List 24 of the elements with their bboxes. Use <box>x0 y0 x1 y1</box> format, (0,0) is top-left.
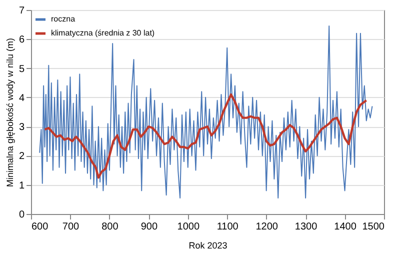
legend-label: roczna <box>51 14 76 24</box>
y-tick-label: 2 <box>18 151 25 162</box>
x-tick-label: 600 <box>32 222 49 232</box>
x-tick-label: 1500 <box>362 222 385 232</box>
y-tick-label: 7 <box>18 6 25 16</box>
y-tick-label: 3 <box>18 122 25 134</box>
x-tick-label: 1300 <box>294 222 318 232</box>
x-tick-label: 1000 <box>177 222 200 232</box>
y-tick-label: 5 <box>18 64 25 75</box>
x-tick-label: 1100 <box>216 222 239 232</box>
x-tick-label: 700 <box>62 222 80 232</box>
y-tick-label: 1 <box>18 180 25 192</box>
x-tick-label: 900 <box>140 222 158 232</box>
x-tick-label: 1400 <box>334 222 357 232</box>
y-tick-label: 0 <box>18 210 25 220</box>
line-series <box>44 93 368 179</box>
y-tick-label: 4 <box>18 92 25 104</box>
y-tick-label: 6 <box>18 34 25 46</box>
x-tick-label: 800 <box>102 222 119 232</box>
legend-label: klimatyczna (średnia z 30 lat) <box>51 28 155 38</box>
x-tick-label: 1200 <box>256 222 278 232</box>
line-series <box>39 26 373 198</box>
x-axis-title: Rok 2023 <box>188 240 228 250</box>
y-axis-title: Minimalna głębokość wody w nilu (m) <box>4 38 15 188</box>
